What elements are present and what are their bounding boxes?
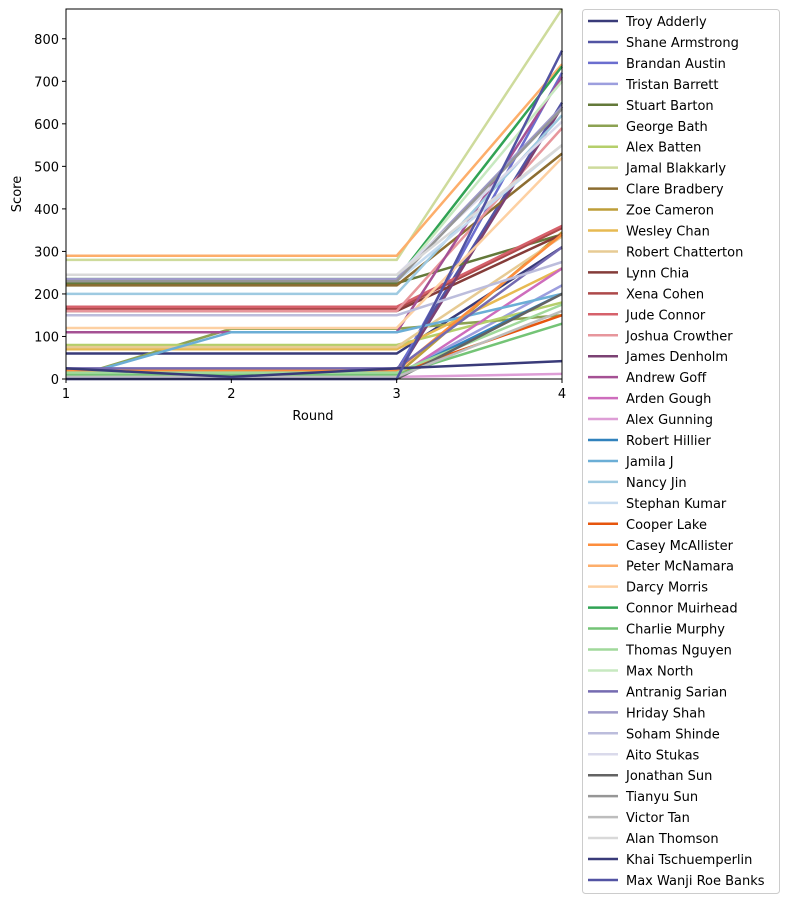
legend-label: Alex Batten bbox=[626, 141, 701, 156]
legend-label: Jamila J bbox=[625, 455, 674, 470]
series-line-22 bbox=[66, 114, 563, 296]
y-tick-label: 0 bbox=[51, 373, 59, 388]
series-line-37 bbox=[66, 108, 563, 283]
x-tick-label: 3 bbox=[393, 387, 401, 402]
y-tick-label: 600 bbox=[34, 118, 59, 133]
x-axis: 1 2 3 4 bbox=[62, 379, 566, 402]
y-axis: 0 100 200 300 400 500 600 700 800 bbox=[34, 33, 66, 388]
plot-frame bbox=[65, 8, 563, 380]
legend-label: Joshua Crowther bbox=[625, 329, 733, 344]
y-tick-label: 400 bbox=[34, 203, 59, 218]
legend-label: Peter McNamara bbox=[626, 560, 734, 575]
legend-label: Brandan Austin bbox=[626, 57, 726, 72]
series-line-15 bbox=[66, 127, 563, 313]
x-axis-label: Round bbox=[292, 409, 333, 424]
legend-label: Wesley Chan bbox=[626, 225, 710, 240]
y-tick-label: 100 bbox=[34, 330, 59, 345]
legend-label: Tianyu Sun bbox=[625, 790, 698, 805]
legend-label: Shane Armstrong bbox=[626, 36, 739, 51]
legend-label: Arden Gough bbox=[626, 392, 711, 407]
legend-label: Connor Muirhead bbox=[626, 602, 738, 617]
y-tick-label: 300 bbox=[34, 245, 59, 260]
legend-label: Charlie Murphy bbox=[626, 623, 725, 638]
y-tick-label: 800 bbox=[34, 33, 59, 48]
legend-label: Nancy Jin bbox=[626, 476, 687, 491]
series-line-12 bbox=[66, 233, 563, 313]
legend-label: Casey McAllister bbox=[626, 539, 734, 554]
legend-label: Stephan Kumar bbox=[626, 497, 727, 512]
legend-label: Zoe Cameron bbox=[626, 204, 714, 219]
series-line-34 bbox=[66, 260, 563, 317]
legend-label: Jamal Blakkarly bbox=[625, 162, 726, 177]
legend-label: Tristan Barrett bbox=[625, 78, 718, 93]
y-tick-label: 700 bbox=[34, 75, 59, 90]
series-line-4 bbox=[66, 233, 563, 285]
legend-label: Thomas Nguyen bbox=[625, 644, 732, 659]
legend-label: Aito Stukas bbox=[626, 748, 700, 763]
series-line-27 bbox=[66, 157, 563, 330]
legend: Troy Adderly Shane Armstrong Brandan Austi… bbox=[582, 9, 780, 894]
legend-label: Xena Cohen bbox=[626, 287, 704, 302]
legend-label: Robert Chatterton bbox=[626, 245, 743, 260]
series-line-32 bbox=[66, 246, 563, 370]
x-tick-label: 4 bbox=[558, 387, 566, 402]
legend-label: Jonathan Sun bbox=[625, 769, 712, 784]
series-line-29 bbox=[66, 322, 563, 376]
legend-label: Cooper Lake bbox=[626, 518, 707, 533]
legend-label: Lynn Chia bbox=[626, 266, 689, 281]
legend-label: Clare Bradbery bbox=[626, 183, 724, 198]
legend-label: Victor Tan bbox=[626, 811, 690, 826]
series-line-13 bbox=[66, 226, 563, 311]
legend-label: Khai Tschuemperlin bbox=[626, 853, 752, 868]
series-line-31 bbox=[66, 80, 563, 281]
legend-label: Jude Connor bbox=[625, 308, 706, 323]
legend-frame bbox=[582, 9, 780, 894]
series-line-14 bbox=[66, 224, 563, 308]
legend-label: Max North bbox=[626, 664, 693, 679]
legend-label: Stuart Barton bbox=[626, 99, 714, 114]
legend-label: Hriday Shah bbox=[626, 706, 705, 721]
series-line-26 bbox=[66, 63, 563, 257]
series-line-39 bbox=[66, 144, 563, 277]
y-tick-label: 200 bbox=[34, 288, 59, 303]
legend-label: Alan Thomson bbox=[626, 832, 719, 847]
series-line-7 bbox=[66, 8, 564, 262]
legend-label: Max Wanji Roe Banks bbox=[626, 874, 765, 889]
legend-label: James Denholm bbox=[625, 350, 728, 365]
y-tick-label: 500 bbox=[34, 160, 59, 175]
legend-label: Robert Hillier bbox=[626, 434, 711, 449]
legend-label: Soham Shinde bbox=[626, 727, 720, 742]
x-tick-label: 2 bbox=[227, 387, 235, 402]
series-line-21 bbox=[65, 292, 563, 381]
legend-label: Darcy Morris bbox=[626, 581, 708, 596]
series-line-38 bbox=[66, 309, 563, 379]
legend-label: Andrew Goff bbox=[626, 371, 707, 386]
x-tick-label: 1 bbox=[62, 387, 70, 402]
series-line-40 bbox=[65, 359, 563, 379]
series-lines bbox=[65, 8, 564, 381]
y-axis-label: Score bbox=[10, 176, 25, 212]
series-line-11 bbox=[66, 235, 563, 349]
series-line-33 bbox=[66, 105, 563, 281]
series-line-28 bbox=[66, 65, 563, 281]
legend-label: Troy Adderly bbox=[625, 15, 707, 30]
legend-label: Alex Gunning bbox=[626, 413, 713, 428]
series-line-25 bbox=[66, 233, 563, 372]
legend-label: Antranig Sarian bbox=[626, 685, 727, 700]
legend-label: George Bath bbox=[626, 120, 708, 135]
